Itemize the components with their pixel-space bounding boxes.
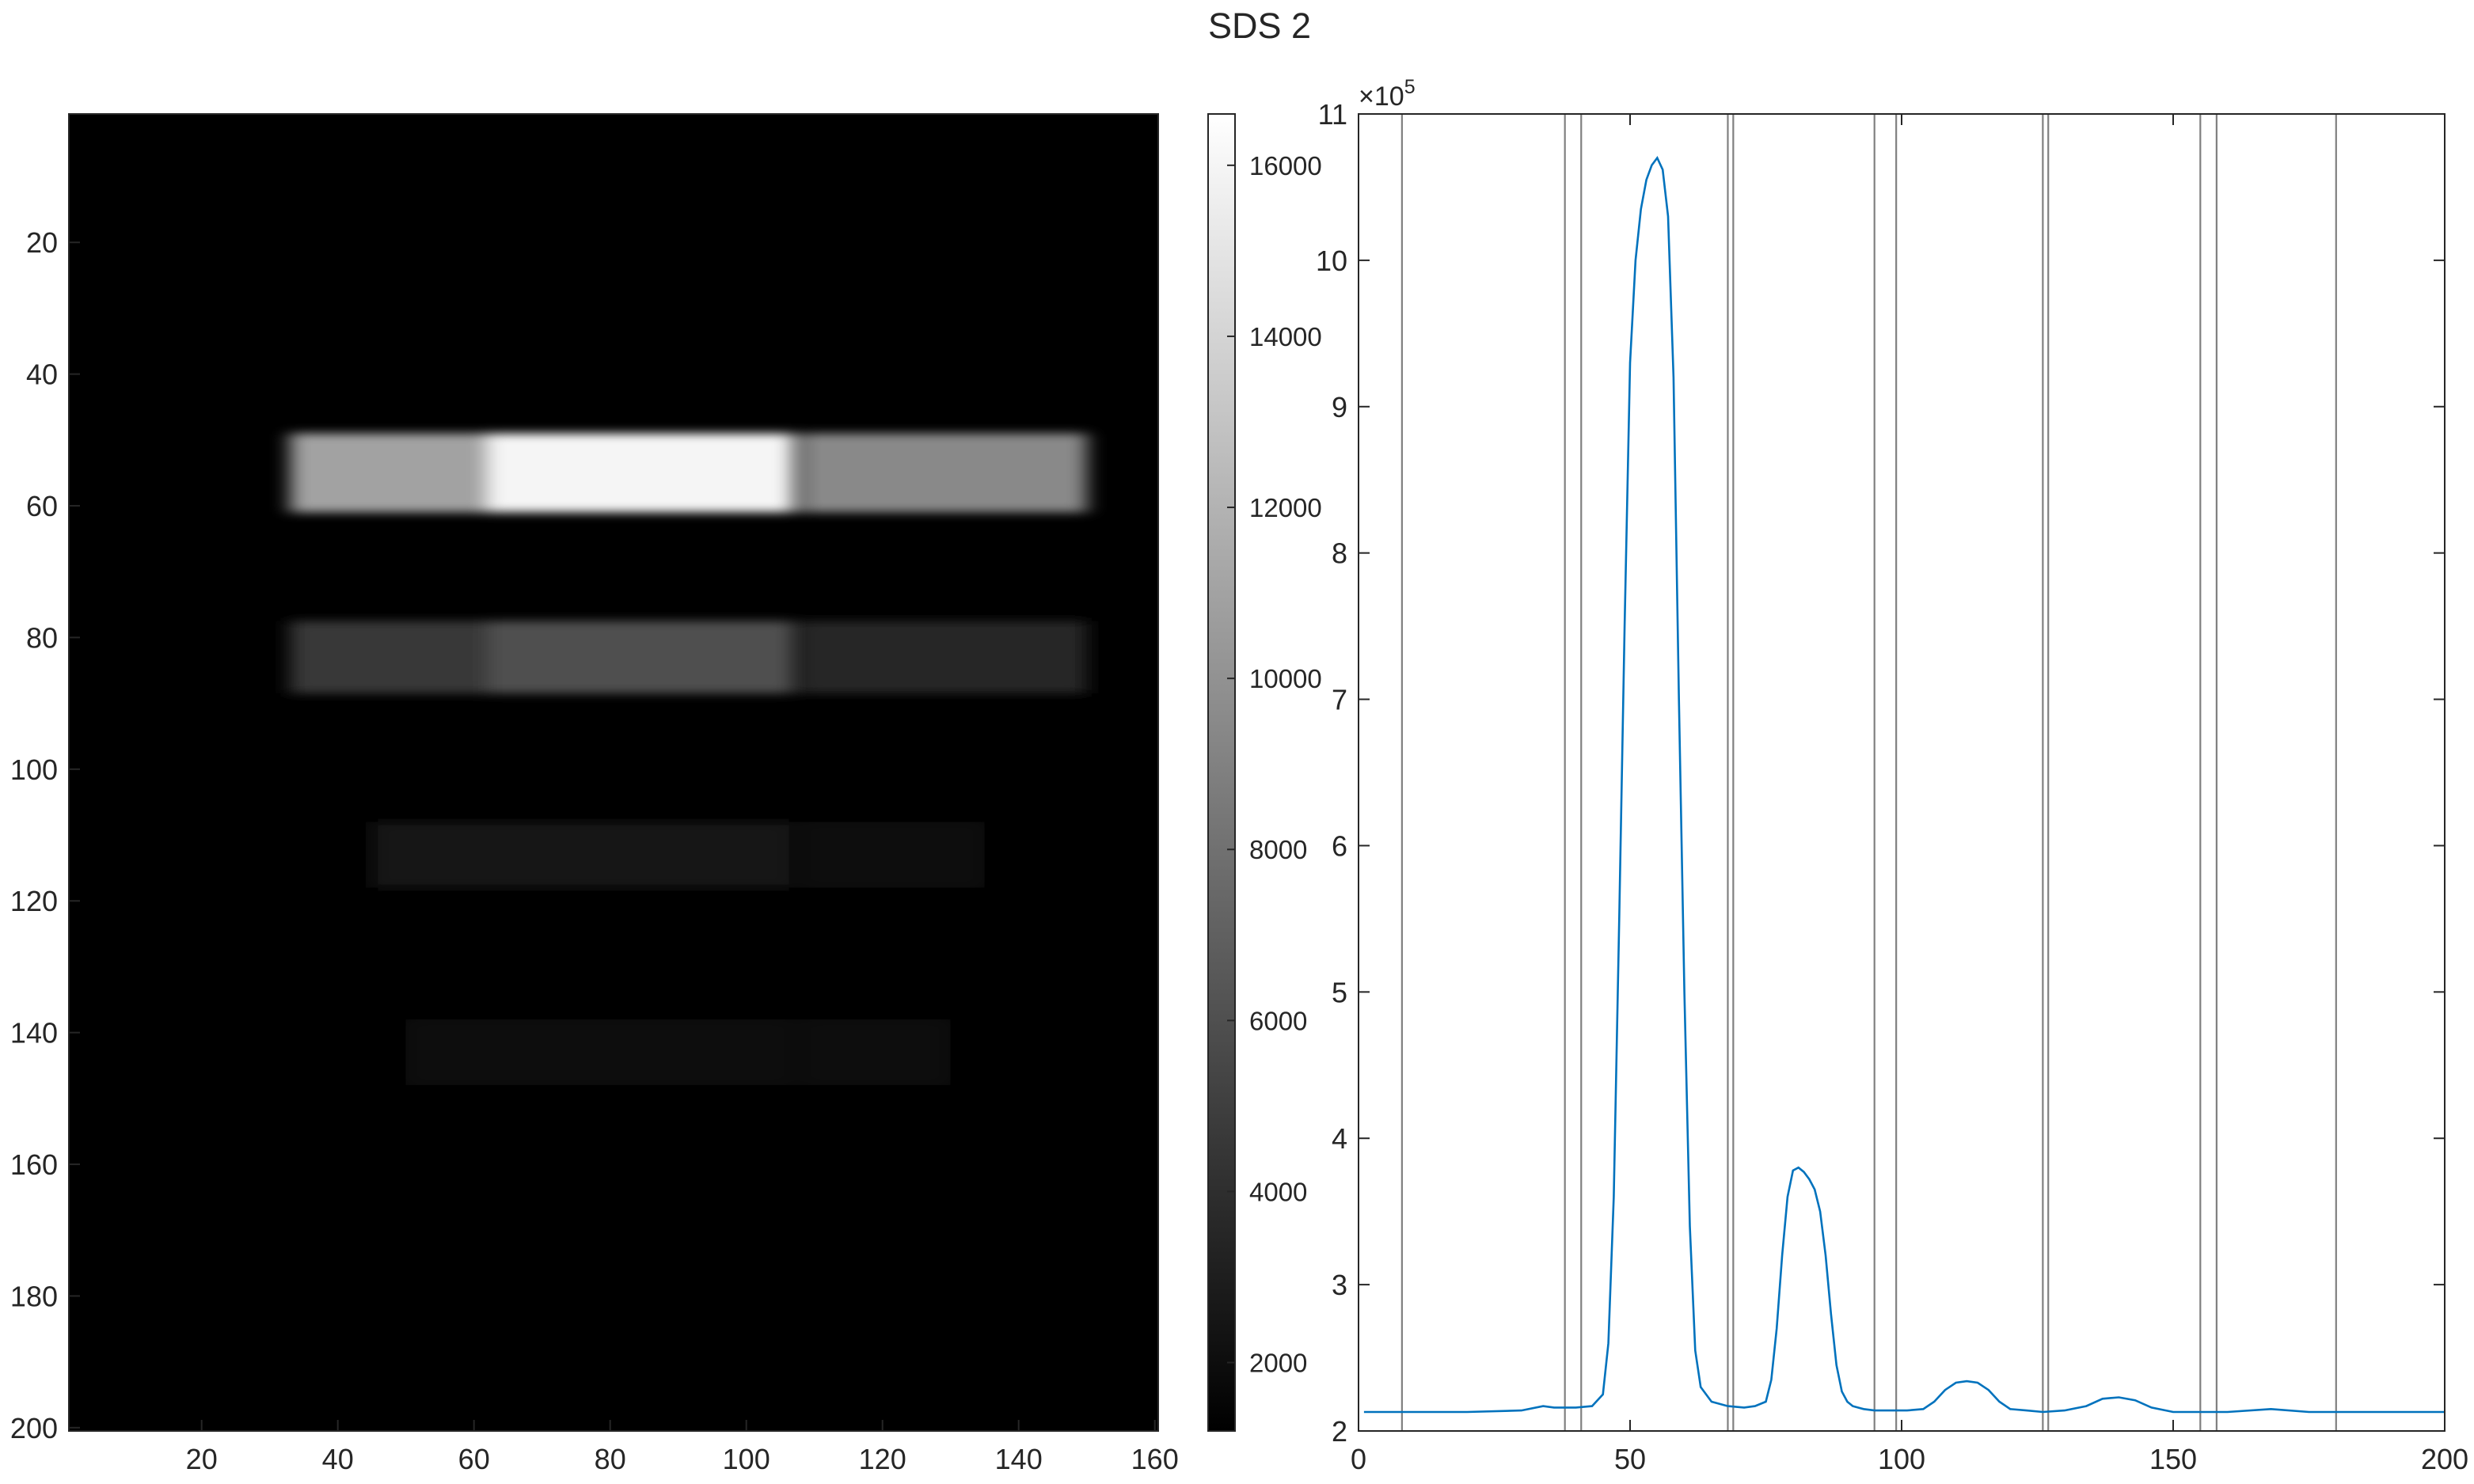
colorbar: 2000 4000 6000 8000 10000 12000 14000 16000 — [1207, 113, 1322, 1432]
image-x-tick-label: 40 — [322, 1443, 354, 1475]
image-y-tick-label: 80 — [26, 621, 58, 654]
colorbar-tick-label: 14000 — [1249, 322, 1322, 351]
heatmap-band-segment — [405, 1019, 794, 1086]
heatmap-band-segment — [487, 433, 794, 513]
heatmap-band-segment — [371, 822, 794, 888]
profile-y-tick-label: 2 — [1332, 1415, 1347, 1448]
image-x-tick-label: 20 — [186, 1443, 218, 1475]
profile-x-tick-label: 0 — [1351, 1443, 1366, 1475]
colorbar-tick-label: 16000 — [1249, 151, 1322, 180]
profile-y-tick-label: 6 — [1332, 829, 1347, 862]
colorbar-tick-label: 4000 — [1249, 1177, 1307, 1206]
heatmap-band-segment — [800, 1019, 951, 1086]
profile-series-line — [1363, 155, 2445, 1414]
y-exponent-power: 5 — [1404, 76, 1416, 98]
figure-title: SDS 2 — [1208, 6, 1311, 46]
image-x-tick-label: 60 — [458, 1443, 490, 1475]
heatmap-band-segment — [800, 433, 1087, 513]
image-y-tick-label: 200 — [10, 1412, 58, 1444]
band-boundary-lines — [1400, 114, 2337, 1431]
y-exponent-label: ×105 — [1359, 76, 1416, 112]
profile-x-ticks: 0 50 100 150 200 — [1351, 114, 2468, 1475]
image-x-tick-label: 80 — [595, 1443, 626, 1475]
heatmap-band-segment — [800, 822, 985, 888]
image-y-tick-label: 20 — [26, 226, 58, 259]
heatmap-background — [69, 114, 1158, 1431]
image-y-ticks: 20 40 60 80 100 120 140 160 180 200 — [10, 226, 80, 1444]
profile-y-tick-label: 9 — [1332, 391, 1347, 423]
profile-y-tick-label: 3 — [1332, 1269, 1347, 1301]
profile-axes-background — [1359, 114, 2445, 1431]
profile-y-ticks: 2 3 4 5 6 7 8 9 10 11 — [1316, 98, 2445, 1448]
image-x-tick-label: 120 — [859, 1443, 906, 1475]
profile-x-tick-label: 200 — [2421, 1443, 2468, 1475]
colorbar-tick-label: 10000 — [1249, 664, 1322, 693]
heatmap-bands — [290, 433, 1087, 1086]
profile-y-tick-label: 7 — [1332, 684, 1347, 716]
image-y-tick-label: 120 — [10, 885, 58, 917]
colorbar-tick-label: 6000 — [1249, 1006, 1307, 1035]
image-y-tick-label: 140 — [10, 1017, 58, 1049]
heatmap-band-segment — [487, 621, 794, 694]
colorbar-tick-label: 2000 — [1249, 1349, 1307, 1378]
colorbar-ticks: 2000 4000 6000 8000 10000 12000 14000 16000 — [1227, 151, 1322, 1378]
y-exponent-base: ×10 — [1359, 82, 1404, 112]
heatmap-band-segment — [800, 621, 1087, 694]
profile-y-tick-label: 4 — [1332, 1122, 1347, 1155]
profile-y-tick-label: 11 — [1318, 98, 1347, 131]
colorbar-gradient — [1207, 113, 1236, 1432]
profile-x-tick-label: 100 — [1878, 1443, 1925, 1475]
heatmap-band-segment — [290, 433, 488, 513]
colorbar-tick-label: 12000 — [1249, 493, 1322, 522]
profile-x-tick-label: 150 — [2149, 1443, 2197, 1475]
image-y-tick-label: 60 — [26, 490, 58, 522]
image-x-tick-label: 100 — [723, 1443, 770, 1475]
image-y-tick-label: 40 — [26, 359, 58, 391]
image-y-tick-label: 160 — [10, 1148, 58, 1181]
image-y-tick-label: 100 — [10, 753, 58, 786]
image-axes-box — [68, 113, 1159, 1432]
profile-y-tick-label: 10 — [1316, 245, 1347, 277]
image-x-tick-label: 160 — [1131, 1443, 1179, 1475]
heatmap-band-segment — [290, 621, 488, 694]
image-x-tick-label: 140 — [995, 1443, 1043, 1475]
image-x-ticks: 20 40 60 80 100 120 140 160 — [186, 1420, 1179, 1475]
profile-y-tick-label: 5 — [1332, 976, 1347, 1008]
colorbar-tick-label: 8000 — [1249, 835, 1307, 864]
image-panel: 20 40 60 80 100 120 140 160 20 40 60 80 100 120 140 16… — [10, 113, 1179, 1475]
image-heatmap — [69, 114, 1158, 1431]
image-y-tick-label: 180 — [10, 1280, 58, 1312]
profile-x-tick-label: 50 — [1614, 1443, 1646, 1475]
profile-y-tick-label: 8 — [1332, 537, 1347, 570]
